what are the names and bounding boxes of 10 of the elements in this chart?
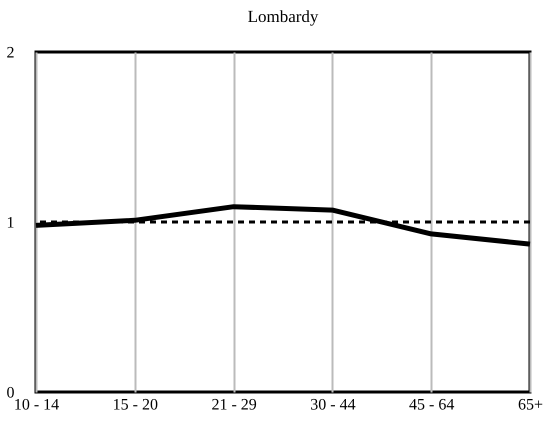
x-tick-label: 15 - 20 [112, 396, 158, 414]
y-tick-label: 1 [6, 214, 14, 232]
x-tick-label: 21 - 29 [211, 396, 257, 414]
x-tick-label: 10 - 14 [14, 396, 60, 414]
x-tick-label: 65+ [518, 396, 544, 414]
y-tick-label: 0 [6, 384, 14, 402]
chart-title: Lombardy [248, 7, 319, 26]
x-tick-label: 30 - 44 [310, 396, 356, 414]
x-tick-label: 45 - 64 [409, 396, 454, 414]
y-tick-label: 2 [6, 44, 14, 62]
